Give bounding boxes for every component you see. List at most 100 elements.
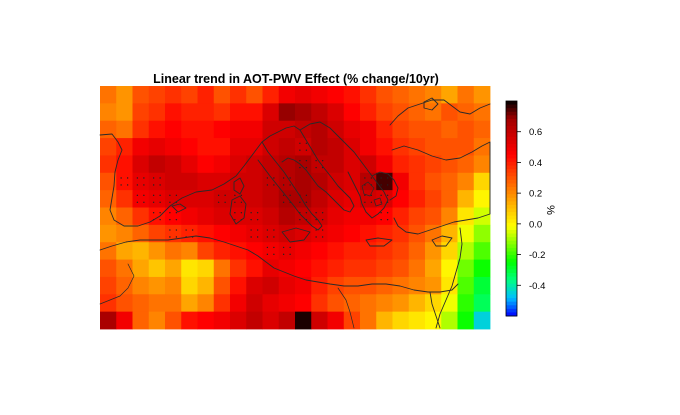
significance-dot [250, 236, 252, 238]
significance-dot [250, 229, 252, 231]
significance-dot [143, 177, 145, 179]
grid-cell [441, 259, 458, 278]
significance-dot [126, 184, 129, 186]
significance-dot [370, 201, 373, 203]
significance-dot [315, 159, 317, 162]
grid-cell [408, 172, 426, 191]
significance-dot [266, 184, 269, 186]
grid-cell [408, 155, 426, 174]
grid-cell [262, 207, 280, 226]
grid-cell [327, 86, 345, 104]
significance-dot [266, 177, 269, 179]
grid-cell [457, 276, 475, 295]
coastline-turkey [391, 141, 491, 235]
significance-dot [380, 194, 382, 197]
grid-cell [425, 294, 442, 313]
grid-cell [132, 190, 150, 208]
grid-cell [197, 138, 215, 156]
grid-cell [213, 86, 231, 104]
grid-cell [181, 294, 198, 313]
grid-cell [425, 311, 442, 330]
grid-cell [408, 138, 426, 156]
colorbar-segment [506, 301, 517, 306]
colorbar-tick-label: -0.2 [529, 250, 545, 261]
grid-cell [132, 103, 150, 122]
colorbar-segment [506, 222, 517, 227]
grid-cell [311, 259, 328, 278]
grid-cell [408, 276, 426, 295]
grid-cell [392, 155, 410, 174]
grid-cell [408, 190, 426, 208]
grid-cell [262, 155, 280, 174]
grid-cell [360, 103, 377, 122]
significance-dot [364, 194, 366, 197]
colorbar-segment [506, 230, 517, 234]
grid-cell [327, 276, 345, 295]
grid-cell [376, 259, 393, 278]
grid-cell [392, 224, 410, 243]
grid-cell [360, 224, 377, 243]
colorbar-segment [506, 169, 517, 174]
grid-cell [230, 120, 247, 139]
significance-dot [289, 177, 291, 179]
grid-cell [327, 207, 345, 226]
grid-cell [457, 294, 475, 313]
grid-cell [100, 190, 117, 208]
significance-dot [386, 177, 389, 179]
grid-cell [278, 294, 296, 313]
grid-cell [246, 172, 263, 191]
grid-cell [376, 120, 393, 139]
grid-cell [473, 242, 491, 260]
colorbar-segment [506, 283, 517, 288]
significance-dot [159, 194, 161, 197]
grid-cell [132, 242, 150, 260]
grid-cell [246, 207, 263, 226]
grid-cell [473, 155, 491, 174]
grid-cell [230, 190, 247, 208]
colorbar-segment [506, 151, 517, 156]
grid-cell [327, 259, 345, 278]
grid-cell [278, 155, 296, 174]
grid-cell [425, 172, 442, 191]
colorbar-segment [506, 176, 517, 181]
grid-cell [457, 311, 475, 330]
grid-cell [262, 294, 280, 313]
grid-cell [327, 190, 345, 208]
grid-cell [116, 311, 133, 330]
grid-cell [278, 276, 296, 295]
significance-dot [386, 218, 389, 221]
grid-cell [360, 276, 377, 295]
grid-cell [132, 172, 150, 191]
grid-cell [100, 86, 117, 104]
border-north-africa [99, 263, 135, 305]
grid-cell [116, 259, 133, 278]
colorbar-segment [506, 194, 517, 199]
grid-cell [262, 242, 280, 260]
grid-cell [376, 190, 393, 208]
significance-dot [299, 218, 301, 221]
colorbar-unit-label: % [544, 205, 556, 215]
grid-cell [213, 172, 231, 191]
significance-dot [234, 201, 236, 203]
colorbar-segment [506, 154, 517, 159]
grid-cell [148, 103, 166, 122]
grid-cell [246, 224, 263, 243]
grid-cell [327, 311, 345, 330]
colorbar-segment [506, 290, 517, 295]
significance-dot [159, 177, 161, 179]
grid-cell [392, 120, 410, 139]
grid-cell [457, 103, 475, 122]
grid-cell [425, 224, 442, 243]
significance-dot [266, 253, 269, 256]
grid-cell [295, 172, 312, 191]
significance-dot [136, 194, 139, 197]
significance-dot [321, 218, 324, 221]
grid-cell [392, 259, 410, 278]
significance-dot [152, 201, 155, 203]
grid-cell [100, 259, 117, 278]
grid-cell [473, 294, 491, 313]
grid-cell [311, 172, 328, 191]
grid-cell [148, 86, 166, 104]
significance-dot [305, 142, 308, 144]
significance-dot [159, 218, 161, 221]
